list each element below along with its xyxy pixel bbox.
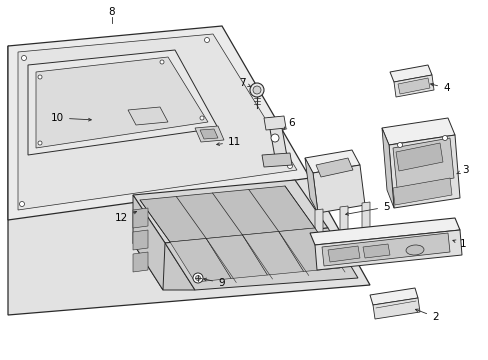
Polygon shape xyxy=(164,228,357,290)
Polygon shape xyxy=(369,288,417,305)
Circle shape xyxy=(193,273,203,283)
Polygon shape xyxy=(262,153,291,167)
Polygon shape xyxy=(381,128,393,208)
Text: 3: 3 xyxy=(456,165,468,175)
Text: 4: 4 xyxy=(430,83,448,93)
Polygon shape xyxy=(321,233,449,266)
Polygon shape xyxy=(393,75,433,97)
Polygon shape xyxy=(312,165,364,213)
Polygon shape xyxy=(305,150,359,173)
Polygon shape xyxy=(314,209,323,251)
Ellipse shape xyxy=(405,245,423,255)
Polygon shape xyxy=(242,231,303,275)
Polygon shape xyxy=(133,195,164,290)
Polygon shape xyxy=(133,230,148,250)
Polygon shape xyxy=(18,34,296,210)
Text: 12: 12 xyxy=(115,211,136,223)
Polygon shape xyxy=(128,107,168,125)
Circle shape xyxy=(160,60,163,64)
Polygon shape xyxy=(195,126,224,142)
Circle shape xyxy=(270,134,279,142)
Polygon shape xyxy=(36,57,207,148)
Polygon shape xyxy=(278,228,339,271)
Text: 7: 7 xyxy=(239,78,251,88)
Text: 9: 9 xyxy=(203,278,224,288)
Polygon shape xyxy=(314,230,461,270)
Polygon shape xyxy=(206,235,267,279)
Polygon shape xyxy=(392,178,451,205)
Polygon shape xyxy=(381,118,454,145)
Circle shape xyxy=(249,83,264,97)
Polygon shape xyxy=(267,117,287,163)
Polygon shape xyxy=(305,158,317,213)
Polygon shape xyxy=(361,202,369,244)
Circle shape xyxy=(20,202,24,207)
Circle shape xyxy=(38,141,42,145)
Polygon shape xyxy=(309,218,459,245)
Text: 2: 2 xyxy=(415,309,438,322)
Polygon shape xyxy=(8,46,369,315)
Polygon shape xyxy=(392,138,453,188)
Text: 5: 5 xyxy=(345,202,389,215)
Polygon shape xyxy=(294,228,379,260)
Circle shape xyxy=(204,37,209,42)
Polygon shape xyxy=(140,186,314,242)
Polygon shape xyxy=(8,26,309,220)
Polygon shape xyxy=(388,135,459,208)
Polygon shape xyxy=(339,206,347,248)
Polygon shape xyxy=(315,158,352,177)
Polygon shape xyxy=(362,244,389,258)
Polygon shape xyxy=(372,298,419,319)
Circle shape xyxy=(38,75,42,79)
Polygon shape xyxy=(133,243,195,290)
Polygon shape xyxy=(327,246,359,262)
Text: 1: 1 xyxy=(452,239,466,249)
Circle shape xyxy=(200,116,203,120)
Polygon shape xyxy=(133,208,148,228)
Polygon shape xyxy=(397,78,429,94)
Circle shape xyxy=(21,55,26,60)
Polygon shape xyxy=(200,129,218,139)
Text: 11: 11 xyxy=(216,137,241,147)
Polygon shape xyxy=(133,252,148,272)
Polygon shape xyxy=(395,143,442,171)
Circle shape xyxy=(397,143,402,148)
Polygon shape xyxy=(170,238,231,282)
Circle shape xyxy=(442,135,447,140)
Text: 6: 6 xyxy=(283,118,294,130)
Polygon shape xyxy=(389,65,431,82)
Text: 10: 10 xyxy=(51,113,91,123)
Circle shape xyxy=(195,275,200,280)
Polygon shape xyxy=(264,116,285,130)
Text: 8: 8 xyxy=(108,7,115,17)
Circle shape xyxy=(287,163,292,168)
Circle shape xyxy=(252,86,261,94)
Polygon shape xyxy=(133,180,327,243)
Polygon shape xyxy=(28,50,218,155)
